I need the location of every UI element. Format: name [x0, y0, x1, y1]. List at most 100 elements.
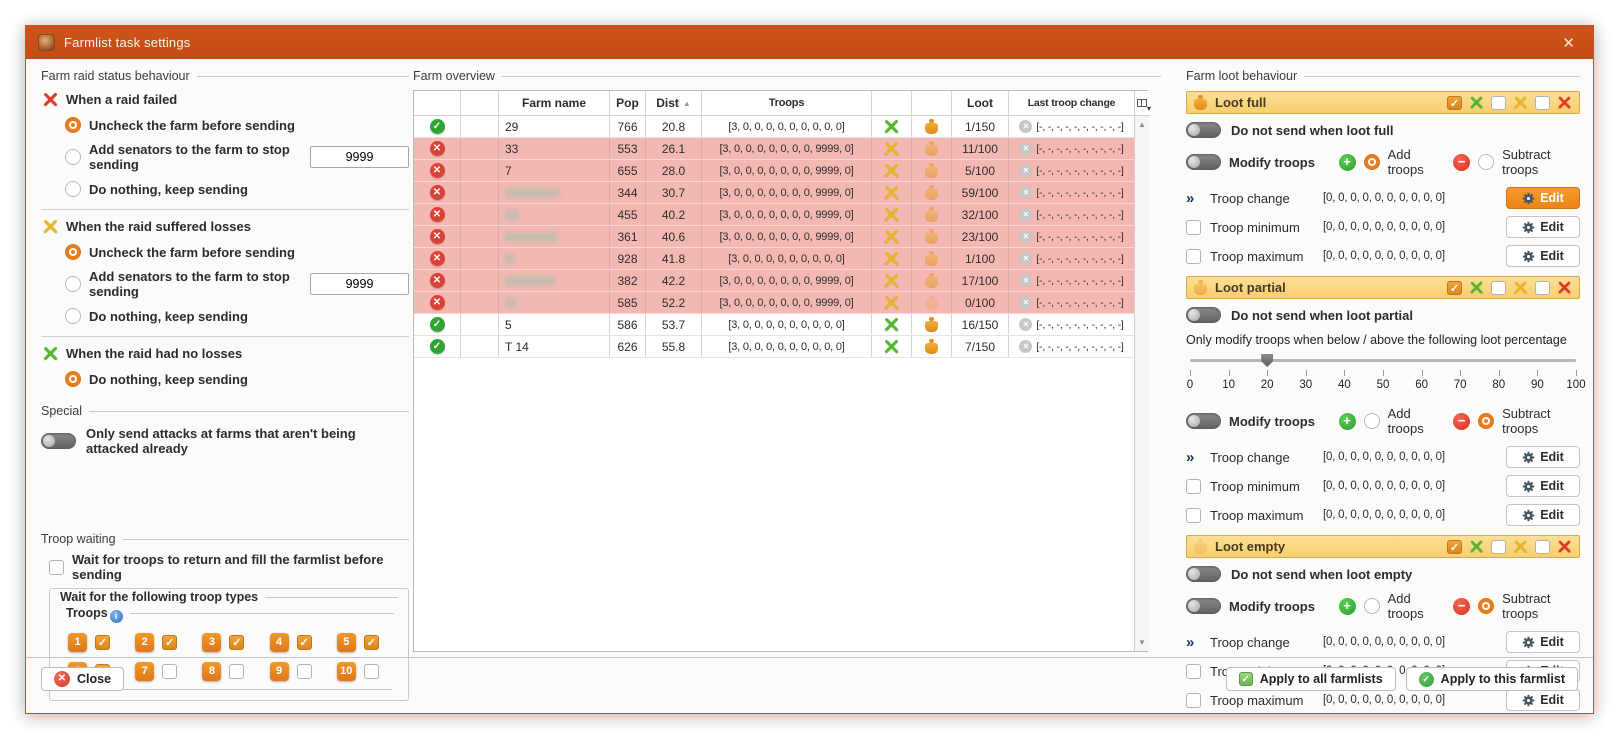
table-row[interactable]: ✕ 382 42.2 [3, 0, 0, 0, 0, 0, 0, 0, 9999, 0… — [414, 270, 1134, 292]
radio-unselected[interactable] — [65, 149, 81, 165]
column-chooser-button[interactable] — [1134, 91, 1151, 116]
table-row[interactable]: ✕ 585 52.2 [3, 0, 0, 0, 0, 0, 0, 0, 9999, 0… — [414, 292, 1134, 314]
radio-option[interactable]: Do nothing, keep sending — [65, 178, 409, 200]
checkbox-unchecked[interactable] — [229, 664, 245, 679]
checkbox-checked[interactable] — [1447, 539, 1462, 554]
checkbox-unchecked[interactable] — [162, 664, 178, 679]
checkbox-unchecked[interactable] — [1186, 663, 1201, 679]
special-toggle-row[interactable]: Only send attacks at farms that aren't b… — [41, 426, 409, 456]
header-pop[interactable]: Pop — [610, 91, 646, 115]
checkbox-unchecked[interactable] — [1186, 248, 1201, 264]
expander-chevron-icon[interactable]: » — [1186, 189, 1195, 207]
checkbox-checked[interactable] — [162, 635, 178, 650]
header-dist[interactable]: Dist ▲ — [646, 91, 702, 115]
do-not-send-toggle-row[interactable]: Do not send when loot empty — [1186, 566, 1580, 582]
radio-unselected[interactable] — [65, 276, 81, 292]
radio-option[interactable]: Do nothing, keep sending — [65, 305, 409, 327]
radio-unselected[interactable] — [1363, 413, 1380, 429]
checkbox-checked[interactable] — [1447, 280, 1462, 295]
apply-all-farmlists-button[interactable]: ✓ Apply to all farmlists — [1225, 667, 1396, 691]
edit-button[interactable]: Edit — [1506, 631, 1580, 653]
loot-percentage-slider[interactable]: 0 10 20 30 40 50 60 70 80 90 100 — [1187, 353, 1586, 397]
header-swords-col[interactable] — [872, 91, 912, 115]
edit-button[interactable]: Edit — [1506, 187, 1580, 209]
slider-track[interactable] — [1190, 359, 1576, 362]
checkbox-unchecked[interactable] — [1491, 95, 1506, 110]
radio-unselected[interactable] — [1478, 154, 1495, 170]
slider-thumb[interactable] — [1261, 354, 1274, 367]
apply-this-farmlist-button[interactable]: ✓ Apply to this farmlist — [1405, 667, 1578, 691]
table-row[interactable]: ✕ 33 553 26.1 [3, 0, 0, 0, 0, 0, 0, 0, 9999,… — [414, 138, 1134, 160]
radio-option[interactable]: Do nothing, keep sending — [65, 368, 409, 390]
checkbox-unchecked[interactable] — [1186, 692, 1201, 708]
radio-selected[interactable] — [65, 371, 81, 387]
radio-option[interactable]: Uncheck the farm before sending — [65, 241, 409, 263]
table-row[interactable]: ✕ 455 40.2 [3, 0, 0, 0, 0, 0, 0, 0, 9999, 0… — [414, 204, 1134, 226]
header-loot[interactable]: Loot — [952, 91, 1009, 115]
checkbox-unchecked[interactable] — [1535, 280, 1550, 295]
checkbox-unchecked[interactable] — [1186, 219, 1201, 235]
do-not-send-toggle-row[interactable]: Do not send when loot full — [1186, 122, 1580, 138]
checkbox-unchecked[interactable] — [1186, 507, 1201, 523]
senator-count-input[interactable] — [310, 146, 409, 168]
radio-option[interactable]: Add senators to the farm to stop sending — [65, 269, 409, 299]
wait-checkbox-row[interactable]: Wait for troops to return and fill the f… — [49, 552, 409, 582]
checkbox-unchecked[interactable] — [1491, 280, 1506, 295]
radio-unselected[interactable] — [1363, 598, 1380, 614]
header-farm-name[interactable]: Farm name — [499, 91, 610, 115]
expander-chevron-icon[interactable]: » — [1186, 633, 1195, 651]
header-loot-icon-col[interactable] — [912, 91, 952, 115]
header-blank-col[interactable] — [461, 91, 499, 115]
edit-button[interactable]: Edit — [1506, 216, 1580, 238]
checkbox-checked[interactable] — [229, 635, 245, 650]
toggle-off[interactable] — [41, 433, 76, 449]
table-row[interactable]: ✕ 928 41.8 [3, 0, 0, 0, 0, 0, 0, 0, 0, 0] 1/… — [414, 248, 1134, 270]
toggle-off[interactable] — [1186, 413, 1221, 429]
info-icon[interactable]: i — [109, 609, 123, 623]
close-button[interactable]: ✕ Close — [41, 667, 125, 691]
edit-button[interactable]: Edit — [1506, 504, 1580, 526]
radio-option[interactable]: Uncheck the farm before sending — [65, 114, 409, 136]
header-status-col[interactable] — [414, 91, 461, 115]
table-row[interactable]: ✕ 7 655 28.0 [3, 0, 0, 0, 0, 0, 0, 0, 9999, … — [414, 160, 1134, 182]
header-troops[interactable]: Troops — [702, 91, 872, 115]
table-row[interactable]: ✕ 361 40.6 [3, 0, 0, 0, 0, 0, 0, 0, 9999, 0… — [414, 226, 1134, 248]
toggle-off[interactable] — [1186, 566, 1221, 582]
checkbox-unchecked[interactable] — [1491, 539, 1506, 554]
radio-selected[interactable] — [1478, 598, 1495, 614]
table-row[interactable]: ✓ T 14 626 55.8 [3, 0, 0, 0, 0, 0, 0, 0, 0, … — [414, 336, 1134, 358]
table-scrollbar[interactable]: ▲ ▼ — [1134, 91, 1151, 651]
table-row[interactable]: ✕ 344 30.7 [3, 0, 0, 0, 0, 0, 0, 0, 9999, 0… — [414, 182, 1134, 204]
header-last-troop-change[interactable]: Last troop change — [1027, 97, 1116, 109]
toggle-off[interactable] — [1186, 122, 1221, 138]
radio-unselected[interactable] — [65, 181, 81, 197]
checkbox-checked[interactable] — [296, 635, 312, 650]
checkbox-checked[interactable] — [1447, 95, 1462, 110]
loot-full-header[interactable]: Loot full — [1186, 91, 1580, 114]
scroll-up-icon[interactable]: ▲ — [1138, 120, 1146, 129]
table-row[interactable]: ✓ 5 586 53.7 [3, 0, 0, 0, 0, 0, 0, 0, 0, 0] 1… — [414, 314, 1134, 336]
radio-unselected[interactable] — [65, 308, 81, 324]
checkbox-unchecked[interactable] — [363, 664, 379, 679]
radio-selected[interactable] — [1478, 413, 1495, 429]
close-window-icon[interactable]: ✕ — [1562, 34, 1575, 52]
toggle-off[interactable] — [1186, 154, 1221, 170]
checkbox-unchecked[interactable] — [1535, 95, 1550, 110]
loot-partial-header[interactable]: Loot partial — [1186, 276, 1580, 299]
toggle-off[interactable] — [1186, 307, 1221, 323]
radio-option[interactable]: Add senators to the farm to stop sending — [65, 142, 409, 172]
edit-button[interactable]: Edit — [1506, 245, 1580, 267]
senator-count-input[interactable] — [310, 273, 409, 295]
do-not-send-toggle-row[interactable]: Do not send when loot partial — [1186, 307, 1580, 323]
checkbox-unchecked[interactable] — [49, 559, 64, 575]
toggle-off[interactable] — [1186, 598, 1221, 614]
expander-chevron-icon[interactable]: » — [1186, 448, 1195, 466]
checkbox-unchecked[interactable] — [1535, 539, 1550, 554]
checkbox-unchecked[interactable] — [296, 664, 312, 679]
checkbox-checked[interactable] — [363, 635, 379, 650]
scroll-down-icon[interactable]: ▼ — [1138, 638, 1146, 647]
radio-selected[interactable] — [65, 117, 81, 133]
checkbox-unchecked[interactable] — [1186, 478, 1201, 494]
table-row[interactable]: ✓ 29 766 20.8 [3, 0, 0, 0, 0, 0, 0, 0, 0, 0]… — [414, 116, 1134, 138]
radio-selected[interactable] — [65, 244, 81, 260]
